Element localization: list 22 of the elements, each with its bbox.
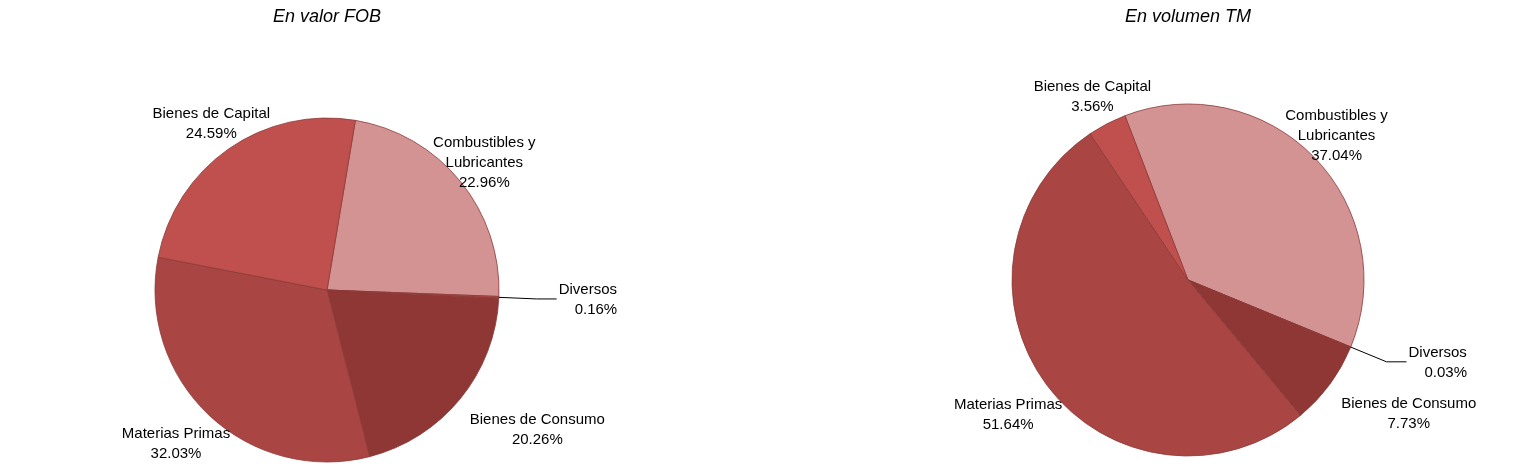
slice-label: Diversos: [1408, 342, 1467, 360]
slice-label: Materias Primas: [121, 424, 231, 441]
slice-label: Bienes de Consumo: [1341, 394, 1477, 412]
data-label: 7.73%: [1387, 414, 1431, 432]
slice-label: Materias Primas: [953, 395, 1063, 413]
data-label: 51.64%: [982, 415, 1034, 433]
data-label: 32.03%: [150, 444, 202, 461]
data-label: 20.26%: [511, 429, 563, 447]
slice-label: Bienes de Capital: [1033, 76, 1152, 94]
slice-label: Bienes de Consumo: [469, 409, 605, 427]
slice-label: Combustibles y Lubricantes: [433, 132, 537, 170]
chart-title: En volumen TM: [1124, 6, 1252, 26]
slice-label: Bienes de Capital: [152, 104, 271, 122]
data-label: 22.96%: [458, 172, 510, 190]
slice-label: Diversos: [558, 279, 618, 297]
chart-title: En valor FOB: [272, 6, 382, 26]
data-label: 37.04%: [1311, 145, 1362, 163]
data-label: 3.56%: [1071, 96, 1114, 114]
data-label: 24.59%: [185, 124, 237, 142]
data-label: 0.03%: [1424, 362, 1468, 380]
slice-label: Combustibles y Lubricantes: [1285, 105, 1389, 143]
data-label: 0.16%: [574, 299, 618, 317]
